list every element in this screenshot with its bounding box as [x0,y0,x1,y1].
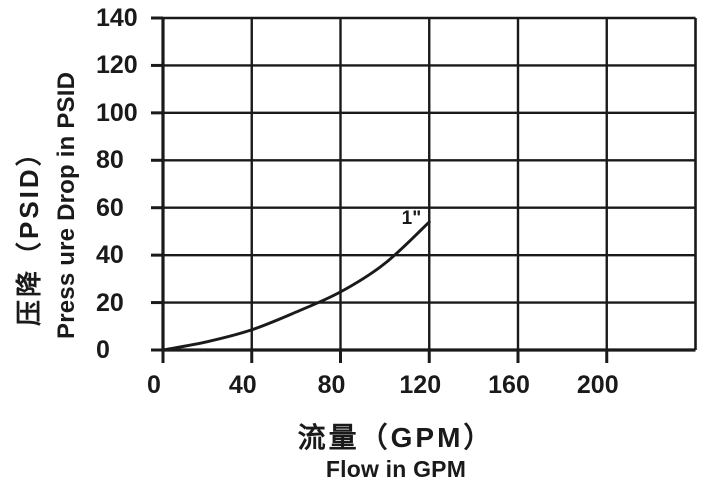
y-axis-title-chinese: 压降（PSID） [14,137,44,326]
x-axis-title-chinese: 流量（GPM） [297,422,495,453]
x-axis-title: 流量（GPM） Flow in GPM [163,422,629,481]
series-label-1-inch: 1" [401,207,422,229]
series-curve-1-inch [161,220,431,352]
x-axis-title-english: Flow in GPM [325,456,467,482]
y-axis-title-english: Press ure Drop in PSID [53,71,80,339]
